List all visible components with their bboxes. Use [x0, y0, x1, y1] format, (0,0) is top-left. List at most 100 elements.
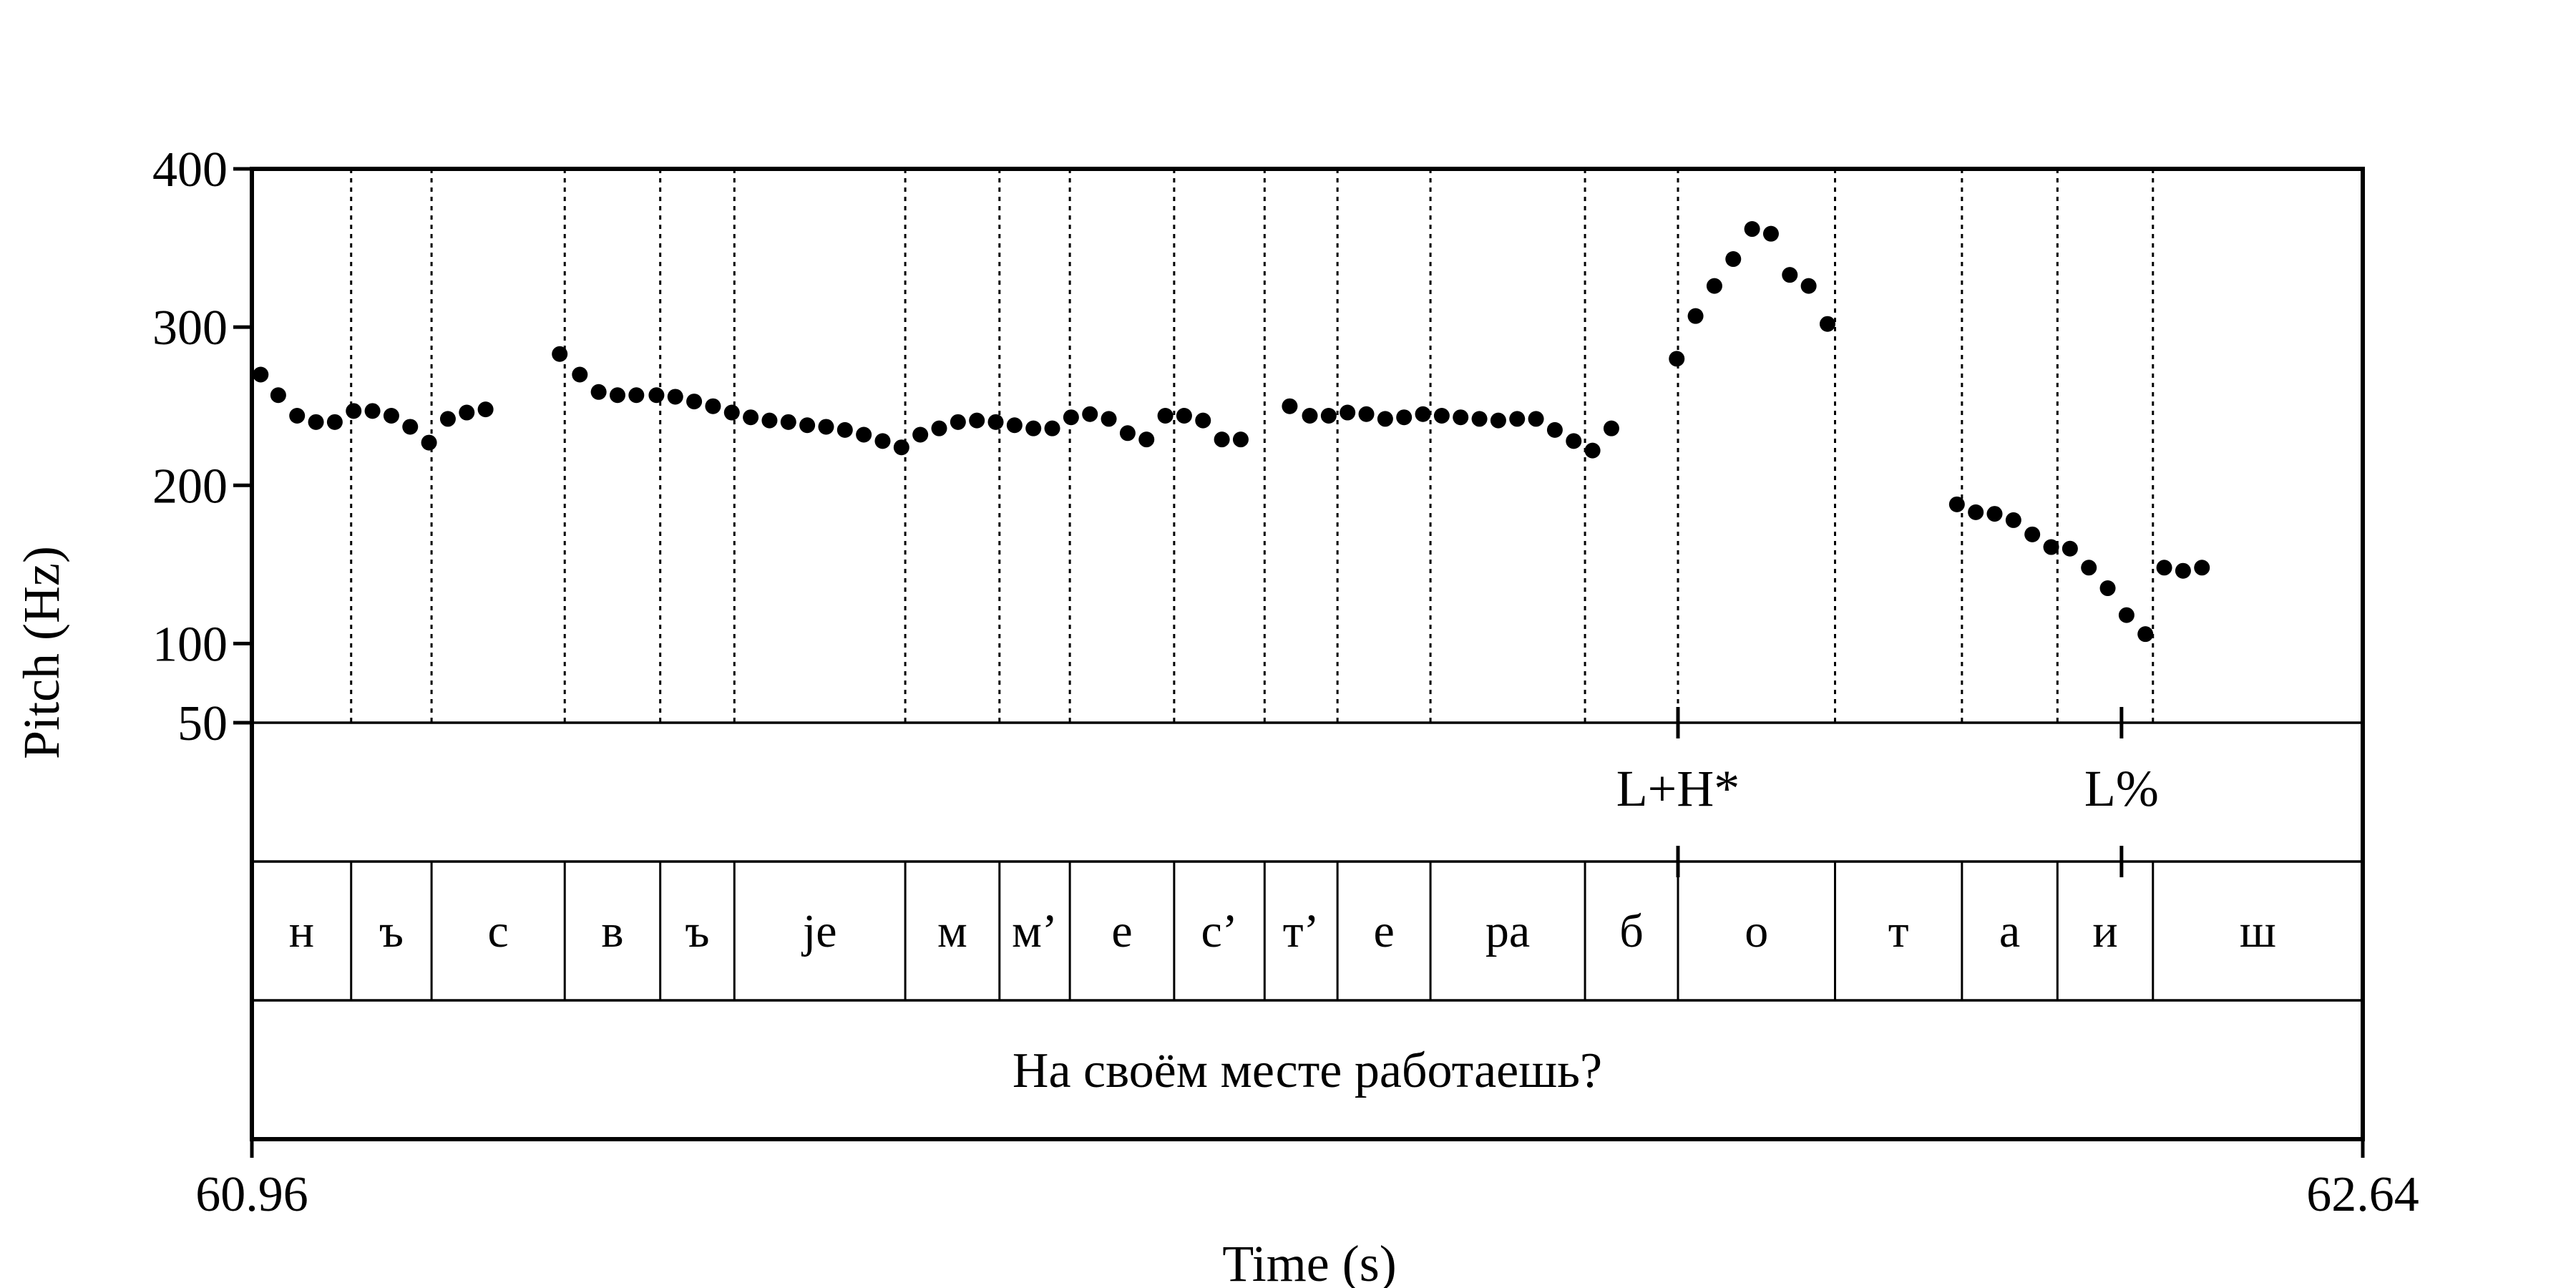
pitch-point [743, 409, 759, 426]
segment-label: м’ [1012, 905, 1058, 957]
y-tick-label: 300 [152, 301, 228, 356]
segment-label: ъ [685, 905, 709, 957]
segment-label: б [1619, 905, 1644, 957]
pitch-point [2194, 560, 2210, 576]
pitch-point [1157, 407, 1174, 424]
pitch-point [1282, 398, 1298, 414]
pitch-point [2137, 626, 2154, 643]
pitch-point [1214, 431, 1230, 448]
pitch-point [2081, 560, 2097, 576]
pitch-point [2175, 562, 2191, 579]
pitch-point [799, 417, 816, 434]
pitch-point [1528, 411, 1544, 427]
segment-label: е [1373, 905, 1394, 957]
segment-label: ш [2240, 905, 2276, 957]
pitch-point [950, 414, 966, 430]
pitch-point [1138, 431, 1155, 448]
pitch-point [1471, 411, 1488, 427]
pitch-point [1433, 407, 1450, 424]
tone-label: L+H* [1616, 760, 1740, 817]
pitch-point [1725, 251, 1742, 268]
segment-label: о [1745, 905, 1768, 957]
pitch-point [1415, 406, 1431, 422]
pitch-point [836, 421, 853, 438]
pitch-point [1006, 417, 1023, 434]
segment-label: с’ [1201, 905, 1237, 957]
pitch-point [2024, 526, 2041, 542]
pitch-point [1302, 407, 1318, 424]
pitch-point [326, 414, 343, 430]
pitch-point [818, 419, 834, 435]
pitch-point [856, 426, 872, 443]
pitch-point [1320, 407, 1337, 424]
pitch-point [931, 420, 947, 436]
pitch-point [1603, 420, 1619, 436]
segment-label: в [601, 905, 623, 957]
pitch-point [1340, 404, 1356, 421]
pitch-point [2118, 607, 2135, 623]
pitch-point [667, 389, 683, 405]
pitch-point [1986, 506, 2003, 522]
pitch-point [1490, 412, 1506, 429]
x-axis: 60.96 62.64 [195, 1139, 2419, 1222]
y-tick-label: 100 [152, 617, 228, 672]
pitch-point [1968, 504, 1984, 520]
pitch-point [590, 384, 607, 400]
segment-label: т [1888, 905, 1909, 957]
pitch-point [893, 439, 909, 456]
pitch-point [2099, 580, 2116, 597]
pitch-point [1819, 316, 1835, 332]
pitch-point [383, 407, 399, 424]
pitch-point [2043, 539, 2059, 555]
pitch-point [1377, 411, 1393, 427]
pitch-point [1687, 308, 1704, 324]
pitch-points [253, 221, 2210, 643]
pitch-point [1396, 409, 1413, 426]
pitch-point [477, 401, 494, 418]
tone-label: L% [2084, 760, 2159, 817]
utterance-label: На своём месте работаешь? [1013, 1043, 1602, 1098]
pitch-point [1358, 406, 1375, 422]
x-tick-label: 62.64 [2306, 1167, 2419, 1222]
pitch-point [1101, 411, 1117, 427]
x-axis-title: Time (s) [1222, 1235, 1396, 1288]
pitch-point [439, 411, 456, 427]
pitch-point [987, 414, 1004, 430]
segment-label: н [289, 905, 314, 957]
pitch-point [1948, 496, 1965, 512]
pitch-point [1706, 278, 1722, 294]
y-tick-label: 400 [152, 142, 228, 197]
pitch-point [1762, 225, 1779, 242]
pitch-point [308, 414, 324, 430]
pitch-point [1232, 431, 1249, 448]
pitch-point [1082, 406, 1098, 422]
x-tick-label: 60.96 [195, 1167, 308, 1222]
segment-label: а [1999, 905, 2020, 957]
pitch-point [253, 366, 269, 383]
pitch-point [1119, 425, 1136, 441]
segment-label: ра [1485, 905, 1530, 957]
y-axis: 400 300 200 100 50 [152, 142, 252, 751]
pitch-point [1546, 421, 1563, 438]
pitch-point [723, 404, 740, 421]
pitch-point [1669, 351, 1685, 367]
pitch-point [609, 387, 625, 404]
y-tick-label: 50 [177, 696, 228, 751]
pitch-point [761, 412, 778, 429]
segment-label: е [1111, 905, 1132, 957]
pitch-point [1509, 411, 1526, 427]
pitch-point [270, 387, 286, 404]
pitch-point [2156, 560, 2172, 576]
pitch-point [648, 387, 665, 404]
pitch-point [912, 426, 929, 443]
segment-label: с [488, 905, 509, 957]
segment-label: м [937, 905, 967, 957]
pitch-point [289, 407, 306, 424]
pitch-point [1176, 407, 1192, 424]
pitch-point [2005, 512, 2021, 528]
pitch-point [459, 404, 475, 421]
pitch-point [1782, 267, 1798, 283]
pitch-point [1566, 433, 1582, 449]
pitch-point [346, 403, 362, 419]
pitch-point [572, 366, 588, 383]
